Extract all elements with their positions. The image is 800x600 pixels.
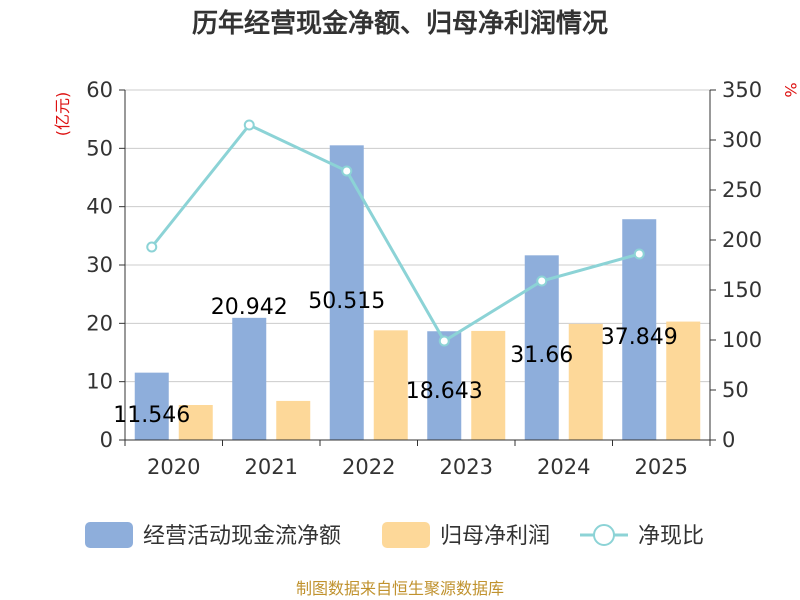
ratio-point <box>243 119 255 131</box>
right-tick-label: 0 <box>722 428 735 452</box>
data-label: 50.515 <box>308 289 385 314</box>
left-tick-label: 20 <box>86 311 113 335</box>
legend-label: 净现比 <box>638 524 704 549</box>
right-tick-label: 100 <box>722 328 762 352</box>
left-tick-label: 10 <box>86 370 113 394</box>
bar-profit <box>276 400 311 440</box>
bar-cashflow <box>427 331 462 440</box>
x-tick-label: 2025 <box>635 455 688 479</box>
left-tick-label: 0 <box>100 428 113 452</box>
bar-cashflow <box>329 145 364 440</box>
x-tick-label: 2024 <box>537 455 590 479</box>
ratio-line-path <box>150 123 640 344</box>
legend-item[interactable]: 归母净利润 <box>382 522 550 549</box>
source-footer: 制图数据来自恒生聚源数据库 <box>296 579 504 598</box>
data-label: 18.643 <box>406 379 483 404</box>
ratio-point <box>438 335 450 347</box>
bar-profit <box>373 330 408 440</box>
data-label: 11.546 <box>113 403 190 428</box>
ratio-point <box>633 248 645 260</box>
legend-label: 归母净利润 <box>440 524 550 549</box>
ratio-point <box>146 241 158 253</box>
legend-swatch-marker <box>593 524 615 546</box>
data-labels: 11.546 20.942 50.515 18.643 31.66 37.849 <box>113 289 677 428</box>
right-tick-label: 350 <box>722 78 762 102</box>
ratio-point <box>341 165 353 177</box>
bars <box>134 145 701 440</box>
right-tick-label: 250 <box>722 178 762 202</box>
legend-swatch <box>382 522 430 548</box>
legend-item[interactable]: 经营活动现金流净额 <box>85 522 341 549</box>
ratio-point <box>536 275 548 287</box>
chart-title: 历年经营现金净额、归母净利润情况 <box>192 8 608 39</box>
data-label: 37.849 <box>601 325 678 350</box>
left-tick-label: 50 <box>86 136 113 160</box>
right-tick-label: 150 <box>722 278 762 302</box>
bar-cashflow <box>134 372 169 440</box>
bar-profit <box>568 323 603 440</box>
data-label: 20.942 <box>211 295 288 320</box>
legend-swatch <box>85 522 133 548</box>
left-tick-label: 60 <box>86 78 113 102</box>
left-axis-unit: (亿元) <box>53 92 72 137</box>
right-tick-label: 300 <box>722 128 762 152</box>
right-tick-label: 200 <box>722 228 762 252</box>
right-axis-unit: % <box>781 82 800 97</box>
bar-profit <box>178 405 213 440</box>
bar-profit <box>471 330 506 440</box>
legend[interactable]: 经营活动现金流净额 归母净利润 净现比 <box>85 522 704 549</box>
left-tick-label: 40 <box>86 195 113 219</box>
bar-cashflow <box>232 317 267 440</box>
x-tick-label: 2023 <box>440 455 493 479</box>
left-tick-label: 30 <box>86 253 113 277</box>
x-tick-label: 2021 <box>245 455 298 479</box>
legend-label: 经营活动现金流净额 <box>143 524 341 549</box>
axes: 0 10 20 30 40 50 60 0 50 100 150 200 250 300 350 2020 20… <box>86 78 762 479</box>
ratio-line <box>146 119 645 347</box>
bar-profit <box>666 321 701 440</box>
x-tick-label: 2022 <box>342 455 395 479</box>
x-tick-label: 2020 <box>147 455 200 479</box>
data-label: 31.66 <box>510 343 573 368</box>
legend-item[interactable]: 净现比 <box>580 524 704 549</box>
grid <box>125 89 710 383</box>
right-tick-label: 50 <box>722 378 749 402</box>
